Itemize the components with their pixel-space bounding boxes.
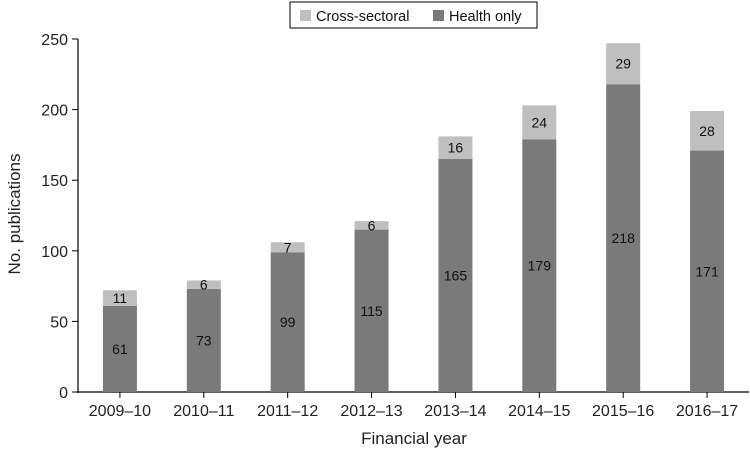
bar-health-only	[102, 305, 137, 392]
bar-health-only	[186, 288, 221, 392]
x-tick-label: 2009–10	[89, 403, 151, 420]
data-label-health-only: 99	[280, 314, 296, 330]
data-label-health-only: 61	[112, 341, 128, 357]
data-label-health-only: 218	[612, 230, 636, 246]
legend-swatch	[300, 10, 311, 21]
legend-label: Health only	[449, 9, 522, 25]
data-label-cross-sectoral: 7	[284, 239, 292, 255]
y-tick-label: 100	[41, 244, 68, 261]
data-label-health-only: 179	[528, 258, 552, 274]
data-label-cross-sectoral: 6	[200, 277, 208, 293]
data-label-health-only: 165	[444, 268, 468, 284]
y-tick-label: 250	[41, 32, 68, 49]
bar-health-only	[354, 229, 389, 392]
data-label-cross-sectoral: 16	[448, 140, 464, 156]
bar-health-only	[438, 159, 473, 392]
data-label-health-only: 115	[360, 303, 383, 319]
x-tick-label: 2012–13	[340, 403, 402, 420]
x-axis-title: Financial year	[361, 429, 467, 448]
legend: Cross-sectoral Health only	[289, 1, 538, 29]
bars: 61 11 73 6 99 7 115 6 165 16 179 24 218 29 171 28	[102, 43, 725, 393]
y-tick-label: 150	[41, 173, 68, 190]
data-label-cross-sectoral: 29	[615, 56, 631, 72]
legend-label: Cross-sectoral	[316, 9, 409, 25]
x-tick-label: 2016–17	[676, 403, 738, 420]
data-label-health-only: 171	[695, 263, 719, 279]
y-tick-label: 200	[41, 103, 68, 120]
y-axis-title: No. publications	[5, 154, 24, 275]
x-tick-label: 2010–11	[173, 403, 234, 420]
bar-cross-sectoral	[690, 111, 725, 151]
data-label-cross-sectoral: 24	[532, 114, 548, 130]
y-tick-label: 0	[59, 385, 68, 402]
bar-cross-sectoral	[102, 290, 137, 306]
bar-cross-sectoral	[354, 221, 389, 230]
data-label-cross-sectoral: 6	[368, 217, 376, 233]
bar-health-only	[522, 139, 557, 392]
x-tick-label: 2014–15	[508, 403, 570, 420]
x-tick-label: 2013–14	[424, 403, 486, 420]
bar-cross-sectoral	[438, 136, 473, 160]
x-tick-label: 2011–12	[257, 403, 318, 420]
legend-swatch	[433, 10, 444, 21]
bar-health-only	[606, 84, 641, 393]
axes: 0 50 100 150 200 250 2009–10 2010–11 2011–12 2012…	[41, 32, 749, 420]
legend-box	[289, 1, 538, 29]
bar-cross-sectoral	[606, 43, 641, 85]
x-tick-label: 2015–16	[592, 403, 654, 420]
bar-health-only	[690, 150, 725, 392]
bar-health-only	[270, 252, 305, 392]
data-label-cross-sectoral: 11	[113, 290, 128, 306]
bar-cross-sectoral	[186, 280, 221, 289]
data-label-health-only: 73	[196, 332, 212, 348]
data-label-cross-sectoral: 28	[699, 123, 715, 139]
bar-cross-sectoral	[522, 105, 557, 140]
y-tick-label: 50	[50, 314, 68, 331]
bar-cross-sectoral	[270, 242, 305, 253]
